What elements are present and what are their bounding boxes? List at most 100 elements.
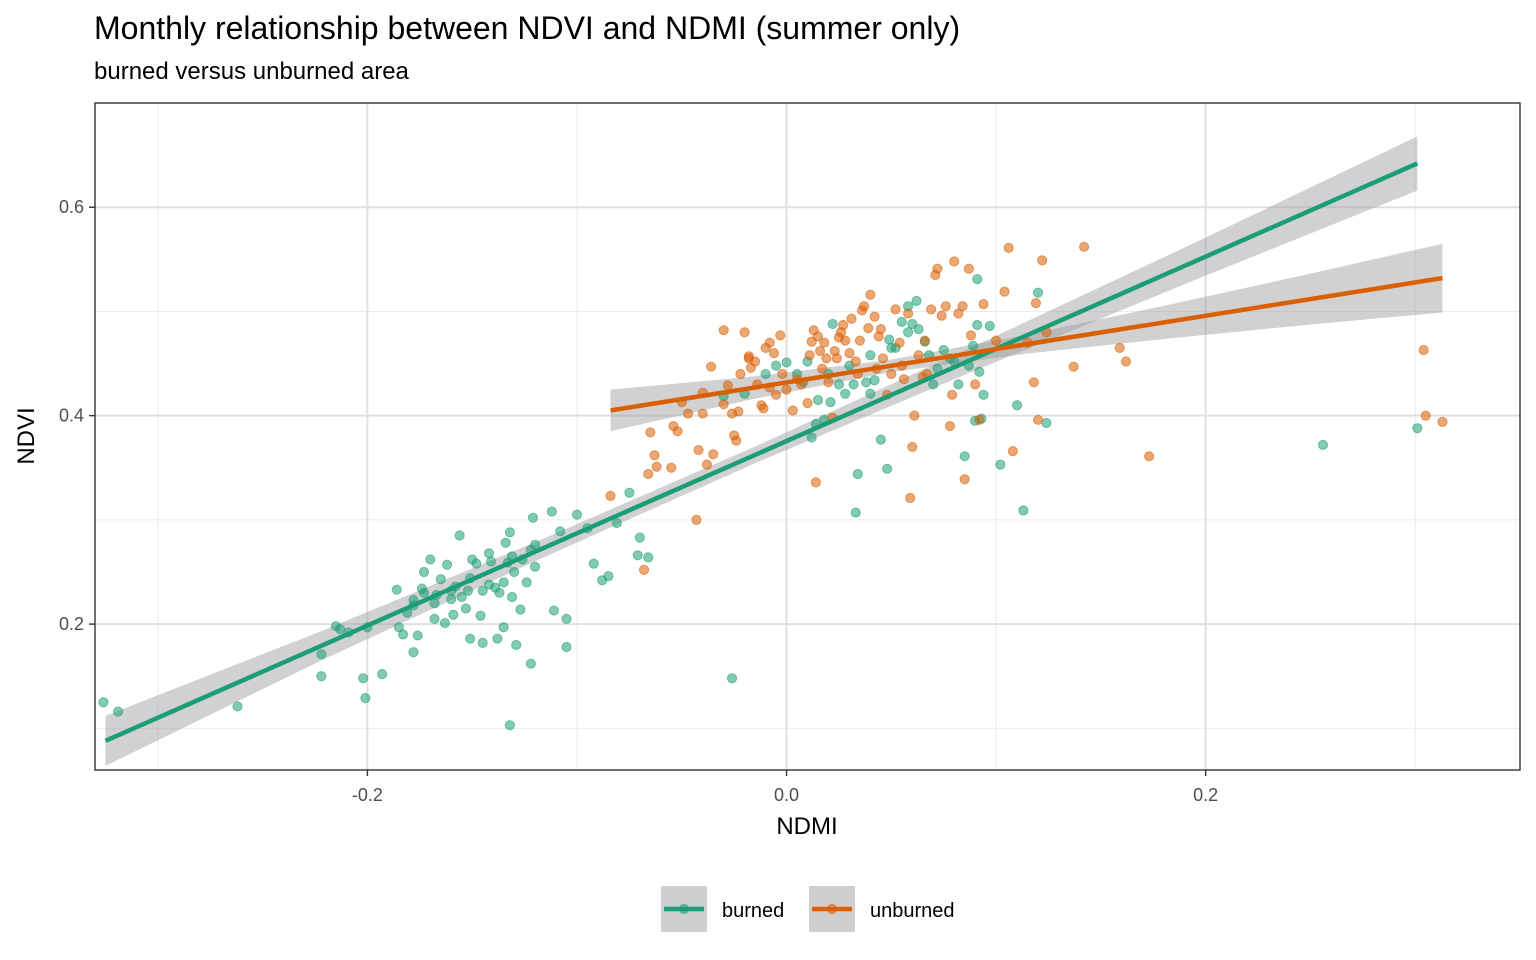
- data-point-burned: [1011, 400, 1023, 411]
- data-point-burned: [1018, 505, 1029, 516]
- chart-subtitle: burned versus unburned area: [94, 58, 409, 85]
- data-point-unburned: [863, 323, 874, 334]
- data-point-unburned: [787, 405, 798, 416]
- data-point-burned: [358, 673, 369, 684]
- data-point-burned: [412, 630, 423, 641]
- data-point-burned: [498, 577, 509, 588]
- data-point-burned: [913, 324, 924, 335]
- data-point-unburned: [1030, 298, 1042, 309]
- data-point-unburned: [965, 330, 977, 341]
- data-point-unburned: [693, 444, 704, 456]
- data-point-unburned: [1079, 241, 1090, 252]
- fit-line-unburned: [610, 275, 1443, 413]
- x-tick-label: 0.0: [774, 785, 799, 805]
- data-point-unburned: [1114, 342, 1125, 354]
- data-point-unburned: [706, 361, 717, 372]
- data-point-unburned: [907, 441, 918, 453]
- data-point-burned: [98, 697, 109, 708]
- data-point-unburned: [758, 403, 769, 414]
- y-tick-label: 0.4: [59, 406, 84, 426]
- data-point-unburned: [840, 335, 851, 346]
- data-point-burned: [232, 701, 243, 712]
- data-point-burned: [959, 451, 970, 462]
- legend-point-unburned: [826, 903, 838, 915]
- data-point-burned: [928, 379, 939, 390]
- data-point-unburned: [959, 474, 970, 485]
- data-point-burned: [456, 591, 467, 603]
- data-point-burned: [938, 344, 949, 356]
- data-point-unburned: [804, 350, 815, 361]
- data-point-unburned: [649, 450, 660, 461]
- data-point-unburned: [869, 311, 880, 322]
- data-point-burned: [429, 613, 440, 624]
- data-point-unburned: [817, 363, 828, 374]
- data-point-burned: [812, 394, 824, 406]
- data-point-unburned: [936, 310, 947, 321]
- data-point-unburned: [775, 330, 786, 341]
- data-point-unburned: [913, 350, 924, 361]
- data-point-burned: [978, 389, 989, 400]
- data-point-burned: [465, 633, 476, 644]
- data-point-burned: [448, 609, 459, 620]
- data-point-unburned: [733, 406, 744, 417]
- data-point-unburned: [991, 335, 1002, 346]
- grid: [95, 103, 1520, 770]
- data-point-burned: [454, 530, 465, 541]
- data-point-unburned: [718, 399, 729, 410]
- data-point-burned: [852, 468, 863, 480]
- data-point-burned: [875, 434, 886, 445]
- data-point-unburned: [645, 427, 656, 438]
- data-point-burned: [869, 375, 880, 386]
- data-point-unburned: [854, 335, 865, 346]
- data-point-unburned: [909, 410, 920, 421]
- data-point-unburned: [858, 301, 870, 312]
- x-tick-label: 0.2: [1193, 785, 1218, 805]
- data-point-burned: [833, 379, 845, 390]
- data-point-unburned: [963, 263, 974, 274]
- legend-label-burned: burned: [722, 900, 784, 922]
- data-point-burned: [529, 561, 541, 572]
- data-point-burned: [953, 379, 964, 390]
- data-point-burned: [460, 603, 472, 614]
- data-point-unburned: [770, 389, 782, 400]
- x-axis-title: NDMI: [776, 813, 837, 840]
- data-point-burned: [112, 706, 124, 717]
- data-point-burned: [416, 583, 428, 594]
- data-point-unburned: [926, 304, 937, 315]
- data-point-unburned: [743, 353, 754, 364]
- data-point-burned: [548, 605, 560, 616]
- data-point-burned: [902, 327, 914, 338]
- data-point-burned: [397, 629, 409, 640]
- data-point-burned: [509, 566, 520, 578]
- legend: burned unburned: [661, 886, 955, 932]
- data-point-burned: [995, 459, 1006, 470]
- data-point-unburned: [1007, 445, 1018, 457]
- data-point-burned: [408, 647, 419, 658]
- plot-border: [94, 102, 1521, 771]
- data-point-unburned: [1028, 377, 1039, 388]
- data-point-burned: [429, 598, 440, 609]
- data-point-burned: [974, 366, 985, 377]
- chart-title: Monthly relationship between NDVI and ND…: [94, 10, 961, 46]
- data-point-unburned: [802, 398, 813, 409]
- data-point-burned: [376, 669, 388, 680]
- data-point-unburned: [1418, 344, 1429, 356]
- data-point-unburned: [731, 435, 742, 446]
- data-point-burned: [806, 432, 817, 443]
- data-point-burned: [848, 379, 859, 390]
- data-point-burned: [500, 537, 511, 548]
- y-tick-label: 0.2: [59, 614, 84, 634]
- data-point-unburned: [902, 308, 914, 319]
- data-point-unburned: [877, 353, 889, 364]
- data-point-burned: [1412, 423, 1423, 434]
- data-point-unburned: [735, 368, 746, 380]
- data-point-burned: [1317, 439, 1329, 450]
- data-point-burned: [634, 532, 645, 543]
- data-point-unburned: [999, 286, 1010, 297]
- data-point-burned: [624, 487, 635, 498]
- data-point-burned: [504, 527, 516, 538]
- data-point-unburned: [605, 490, 616, 502]
- data-point-unburned: [638, 564, 650, 576]
- data-point-burned: [525, 658, 536, 669]
